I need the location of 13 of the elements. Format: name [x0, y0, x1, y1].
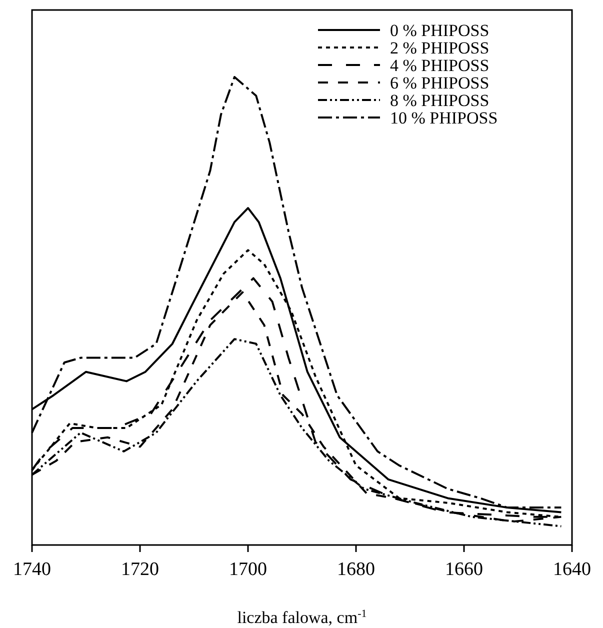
legend-label: 4 % PHIPOSS: [390, 56, 490, 75]
legend-label: 0 % PHIPOSS: [390, 21, 490, 40]
legend-label: 8 % PHIPOSS: [390, 91, 490, 110]
x-tick-label: 1640: [553, 559, 591, 580]
x-tick-label: 1660: [445, 559, 483, 580]
legend-label: 10 % PHIPOSS: [390, 108, 498, 128]
x-tick-label: 1740: [13, 559, 51, 580]
legend-label: 6 % PHIPOSS: [390, 74, 490, 92]
x-axis-title: liczba falowa, cm$^{-1}$: [237, 608, 367, 627]
x-tick-label: 1700: [229, 559, 267, 580]
x-tick-label: 1720: [121, 559, 159, 580]
x-tick-label: 1680: [337, 559, 375, 580]
legend-label: 2 % PHIPOSS: [390, 38, 490, 58]
